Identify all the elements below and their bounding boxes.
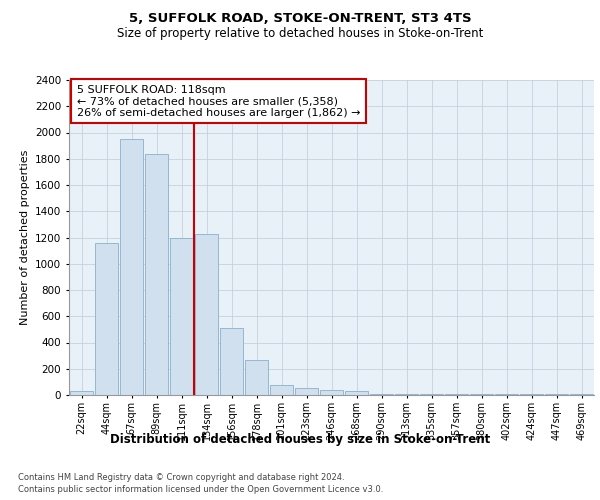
Bar xyxy=(370,394,393,395)
Bar xyxy=(70,391,93,395)
Bar xyxy=(95,244,118,395)
Bar xyxy=(570,394,593,395)
Bar xyxy=(495,394,518,395)
Bar xyxy=(420,394,443,395)
Bar xyxy=(170,238,193,395)
Text: 5 SUFFOLK ROAD: 118sqm
← 73% of detached houses are smaller (5,358)
26% of semi-: 5 SUFFOLK ROAD: 118sqm ← 73% of detached… xyxy=(77,84,361,118)
Bar xyxy=(345,391,368,395)
Bar xyxy=(195,234,218,395)
Text: Size of property relative to detached houses in Stoke-on-Trent: Size of property relative to detached ho… xyxy=(117,28,483,40)
Bar xyxy=(520,394,543,395)
Bar xyxy=(270,384,293,395)
Bar xyxy=(295,388,318,395)
Text: Distribution of detached houses by size in Stoke-on-Trent: Distribution of detached houses by size … xyxy=(110,432,490,446)
Text: Contains public sector information licensed under the Open Government Licence v3: Contains public sector information licen… xyxy=(18,485,383,494)
Y-axis label: Number of detached properties: Number of detached properties xyxy=(20,150,29,325)
Bar xyxy=(395,394,418,395)
Bar xyxy=(220,328,243,395)
Bar xyxy=(470,394,493,395)
Bar xyxy=(145,154,168,395)
Bar xyxy=(545,394,568,395)
Bar xyxy=(245,360,268,395)
Text: Contains HM Land Registry data © Crown copyright and database right 2024.: Contains HM Land Registry data © Crown c… xyxy=(18,472,344,482)
Text: 5, SUFFOLK ROAD, STOKE-ON-TRENT, ST3 4TS: 5, SUFFOLK ROAD, STOKE-ON-TRENT, ST3 4TS xyxy=(128,12,472,26)
Bar xyxy=(120,139,143,395)
Bar xyxy=(320,390,343,395)
Bar xyxy=(445,394,468,395)
